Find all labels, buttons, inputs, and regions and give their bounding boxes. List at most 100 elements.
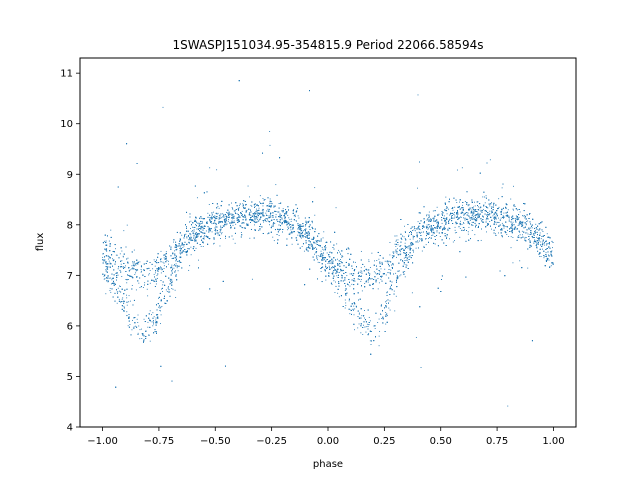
data-point bbox=[426, 224, 428, 226]
data-point bbox=[404, 271, 406, 272]
data-point bbox=[521, 223, 523, 225]
data-point bbox=[340, 270, 342, 272]
data-point bbox=[525, 237, 527, 239]
data-point bbox=[497, 221, 499, 223]
data-point bbox=[256, 219, 258, 220]
data-point bbox=[175, 260, 177, 262]
data-point bbox=[411, 292, 413, 294]
data-point bbox=[231, 220, 233, 222]
data-point bbox=[322, 259, 324, 261]
data-point bbox=[278, 228, 280, 230]
data-point bbox=[195, 232, 197, 234]
data-point bbox=[518, 218, 520, 220]
data-point bbox=[133, 326, 135, 328]
data-point bbox=[254, 203, 256, 205]
data-point bbox=[364, 310, 365, 311]
data-point bbox=[436, 206, 438, 208]
data-point bbox=[137, 322, 139, 323]
data-point bbox=[324, 249, 326, 251]
data-point bbox=[182, 247, 184, 249]
data-point bbox=[117, 293, 118, 294]
data-point bbox=[412, 230, 413, 231]
data-point bbox=[154, 272, 156, 274]
data-point bbox=[361, 315, 363, 317]
data-point bbox=[319, 262, 321, 264]
data-point bbox=[470, 217, 471, 219]
data-point bbox=[207, 212, 209, 214]
data-point bbox=[151, 321, 153, 323]
data-point bbox=[460, 216, 462, 218]
data-point bbox=[161, 305, 163, 307]
data-point bbox=[109, 262, 111, 264]
data-point bbox=[213, 243, 214, 245]
data-point bbox=[498, 232, 499, 234]
data-point bbox=[521, 230, 523, 232]
data-point bbox=[292, 224, 294, 226]
data-point bbox=[463, 217, 464, 219]
data-point bbox=[490, 206, 492, 208]
data-point bbox=[481, 220, 483, 221]
data-point bbox=[325, 279, 327, 281]
data-point bbox=[414, 230, 416, 232]
data-point bbox=[198, 228, 199, 230]
data-point bbox=[446, 236, 448, 238]
data-point bbox=[103, 275, 105, 277]
data-point bbox=[124, 301, 125, 303]
data-point bbox=[232, 208, 234, 210]
data-point bbox=[471, 212, 473, 214]
data-point bbox=[149, 282, 151, 284]
data-point bbox=[454, 232, 456, 234]
data-point bbox=[360, 267, 362, 269]
data-point bbox=[197, 232, 199, 234]
data-point bbox=[540, 241, 542, 243]
data-point bbox=[434, 243, 436, 245]
data-point bbox=[132, 319, 133, 321]
data-point bbox=[417, 221, 419, 223]
data-point bbox=[365, 331, 367, 333]
data-point bbox=[396, 277, 398, 278]
data-point bbox=[516, 209, 518, 211]
data-point bbox=[174, 289, 176, 291]
data-point bbox=[503, 227, 505, 229]
data-point bbox=[305, 220, 307, 222]
data-point bbox=[391, 255, 393, 257]
data-point bbox=[129, 300, 131, 302]
data-point bbox=[217, 234, 219, 236]
data-point bbox=[524, 215, 526, 217]
data-point bbox=[278, 211, 280, 213]
data-point bbox=[170, 283, 172, 285]
data-point bbox=[121, 298, 123, 300]
data-point bbox=[498, 222, 500, 223]
data-point bbox=[369, 320, 371, 322]
data-point bbox=[269, 213, 271, 215]
data-point bbox=[510, 221, 512, 223]
data-point bbox=[507, 209, 509, 211]
data-point bbox=[135, 270, 137, 272]
data-point bbox=[269, 208, 271, 210]
data-point bbox=[426, 219, 428, 221]
data-point bbox=[415, 247, 417, 249]
data-point bbox=[279, 203, 281, 204]
data-point bbox=[328, 265, 330, 267]
data-point bbox=[380, 276, 382, 278]
data-point bbox=[378, 345, 380, 347]
data-point bbox=[119, 290, 120, 292]
data-point bbox=[208, 204, 210, 205]
data-point bbox=[134, 325, 136, 327]
data-point bbox=[291, 243, 293, 245]
data-point bbox=[149, 340, 151, 342]
data-point bbox=[399, 275, 401, 277]
data-point bbox=[152, 320, 154, 322]
data-point bbox=[448, 221, 449, 223]
data-point bbox=[481, 220, 483, 222]
data-point bbox=[450, 212, 452, 214]
data-point bbox=[445, 218, 447, 220]
data-point bbox=[167, 260, 169, 262]
data-point bbox=[501, 187, 503, 189]
data-point bbox=[471, 221, 473, 223]
data-point bbox=[423, 245, 425, 247]
data-point bbox=[249, 237, 251, 239]
data-point bbox=[320, 250, 322, 252]
data-point bbox=[400, 245, 402, 246]
data-point bbox=[166, 260, 168, 261]
